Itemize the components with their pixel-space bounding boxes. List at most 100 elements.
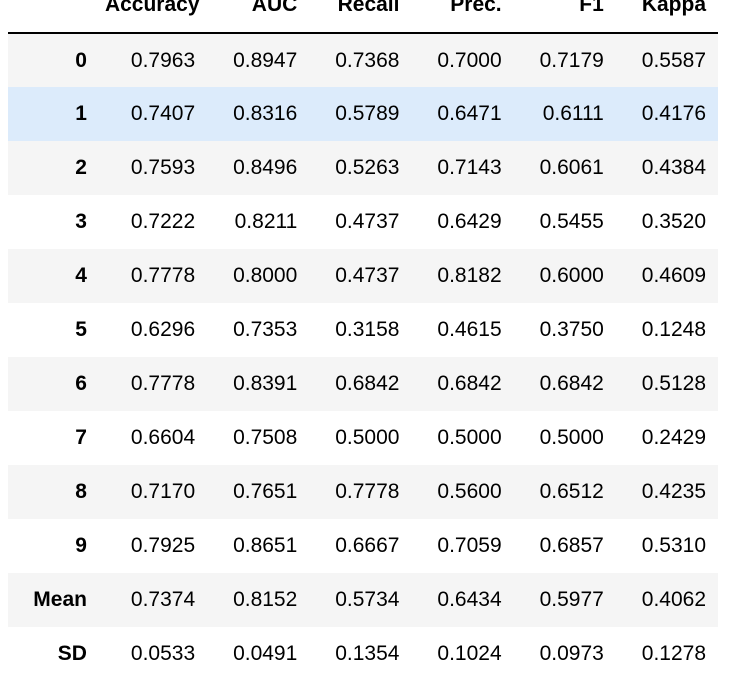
table-row: 6 0.7778 0.8391 0.6842 0.6842 0.6842 0.5128 bbox=[8, 357, 718, 411]
row-index: 7 bbox=[75, 426, 87, 449]
cell: 0.5263 bbox=[335, 156, 400, 179]
table-row: 2 0.7593 0.8496 0.5263 0.7143 0.6061 0.4384 bbox=[8, 141, 718, 195]
cell: 0.8000 bbox=[233, 264, 298, 287]
row-index: 2 bbox=[75, 156, 87, 179]
table-header: Accuracy AUC Recall Prec. F1 Kappa bbox=[8, 0, 718, 34]
cell: 0.4737 bbox=[335, 264, 400, 287]
column-header[interactable]: Prec. bbox=[411, 0, 514, 34]
table-row: 9 0.7925 0.8651 0.6667 0.7059 0.6857 0.5310 bbox=[8, 519, 718, 573]
cell: 0.0973 bbox=[539, 642, 604, 665]
cell: 0.4176 bbox=[641, 102, 706, 125]
table-container: Accuracy AUC Recall Prec. F1 Kappa 0 0.7963 0.8… bbox=[8, 0, 718, 681]
cell: 0.7778 bbox=[335, 480, 400, 503]
cell: 0.4384 bbox=[641, 156, 706, 179]
table-row: 1 0.7407 0.8316 0.5789 0.6471 0.6111 0.4176 bbox=[8, 87, 718, 141]
cell: 0.3750 bbox=[539, 318, 604, 341]
cell: 0.5455 bbox=[539, 210, 604, 233]
cell: 0.3520 bbox=[641, 210, 706, 233]
column-header[interactable]: F1 bbox=[513, 0, 616, 34]
cell: 0.5000 bbox=[437, 426, 502, 449]
cell: 0.7651 bbox=[233, 480, 298, 503]
table-row: Mean 0.7374 0.8152 0.5734 0.6434 0.5977 0.4062 bbox=[8, 573, 718, 627]
table-body: 0 0.7963 0.8947 0.7368 0.7000 0.7179 0.5587 1 0.… bbox=[8, 33, 718, 681]
row-index: 6 bbox=[75, 372, 87, 395]
column-header[interactable]: AUC bbox=[207, 0, 310, 34]
cell: 0.5734 bbox=[335, 588, 400, 611]
table-row: SD 0.0533 0.0491 0.1354 0.1024 0.0973 0.1278 bbox=[8, 627, 718, 681]
cell: 0.4737 bbox=[335, 210, 400, 233]
cell: 0.8947 bbox=[233, 48, 298, 72]
cell: 0.7059 bbox=[437, 534, 502, 557]
cell: 0.4615 bbox=[437, 318, 502, 341]
cell: 0.6857 bbox=[539, 534, 604, 557]
cell: 0.6604 bbox=[130, 426, 196, 449]
row-index: 4 bbox=[75, 264, 87, 287]
cell: 0.6842 bbox=[437, 372, 502, 395]
row-index: 5 bbox=[75, 318, 87, 341]
index-header bbox=[8, 0, 105, 34]
cell: 0.4235 bbox=[641, 480, 706, 503]
cell: 0.4609 bbox=[641, 264, 706, 287]
row-index: 3 bbox=[75, 210, 87, 233]
cell: 0.7222 bbox=[130, 210, 196, 233]
cell: 0.7353 bbox=[233, 318, 298, 341]
cell: 0.7778 bbox=[130, 264, 196, 287]
row-index: 8 bbox=[75, 480, 87, 503]
cell: 0.5600 bbox=[437, 480, 502, 503]
cell: 0.5128 bbox=[641, 372, 706, 395]
cell: 0.8211 bbox=[234, 210, 298, 233]
cell: 0.8496 bbox=[233, 156, 298, 179]
column-header[interactable]: Kappa bbox=[615, 0, 718, 34]
cell: 0.8316 bbox=[233, 102, 298, 125]
cell: 0.7000 bbox=[437, 48, 502, 72]
cell: 0.8152 bbox=[233, 588, 298, 611]
cell: 0.6296 bbox=[130, 318, 196, 341]
row-index: SD bbox=[57, 642, 87, 665]
cell: 0.7368 bbox=[335, 48, 400, 72]
column-header[interactable]: Recall bbox=[309, 0, 412, 34]
cell: 0.7179 bbox=[539, 48, 604, 72]
cell: 0.5789 bbox=[335, 102, 400, 125]
cell: 0.2429 bbox=[641, 426, 706, 449]
cell: 0.1354 bbox=[335, 642, 400, 665]
header-row: Accuracy AUC Recall Prec. F1 Kappa bbox=[8, 0, 718, 34]
cell: 0.1248 bbox=[641, 318, 706, 341]
cell: 0.8182 bbox=[437, 264, 502, 287]
cell: 0.7374 bbox=[130, 588, 196, 611]
cell: 0.5000 bbox=[335, 426, 400, 449]
cell: 0.7778 bbox=[130, 372, 196, 395]
cell: 0.6471 bbox=[437, 102, 502, 125]
cell: 0.7963 bbox=[130, 48, 196, 72]
cell: 0.7593 bbox=[130, 156, 196, 179]
row-index: 1 bbox=[75, 102, 87, 125]
cell: 0.6111 bbox=[542, 102, 604, 125]
cell: 0.7925 bbox=[130, 534, 196, 557]
row-index: 9 bbox=[75, 534, 87, 557]
cell: 0.4062 bbox=[641, 588, 706, 611]
cell: 0.5977 bbox=[539, 588, 604, 611]
table-row: 8 0.7170 0.7651 0.7778 0.5600 0.6512 0.4235 bbox=[8, 465, 718, 519]
table-row: 3 0.7222 0.8211 0.4737 0.6429 0.5455 0.3520 bbox=[8, 195, 718, 249]
cell: 0.7143 bbox=[437, 156, 502, 179]
table-row: 5 0.6296 0.7353 0.3158 0.4615 0.3750 0.1248 bbox=[8, 303, 718, 357]
cell: 0.6429 bbox=[437, 210, 502, 233]
cell: 0.6842 bbox=[539, 372, 604, 395]
table-row: 0 0.7963 0.8947 0.7368 0.7000 0.7179 0.5587 bbox=[8, 33, 718, 87]
cell: 0.7170 bbox=[130, 480, 196, 503]
cell: 0.7407 bbox=[130, 102, 196, 125]
cell: 0.6434 bbox=[437, 588, 502, 611]
cell: 0.5587 bbox=[641, 48, 706, 72]
row-index: 0 bbox=[75, 48, 87, 72]
column-header[interactable]: Accuracy bbox=[104, 0, 208, 34]
cell: 0.5310 bbox=[641, 534, 706, 557]
cell: 0.6512 bbox=[539, 480, 604, 503]
cell: 0.1278 bbox=[641, 642, 706, 665]
cell: 0.0491 bbox=[233, 642, 298, 665]
cell: 0.1024 bbox=[437, 642, 502, 665]
cell: 0.6667 bbox=[335, 534, 400, 557]
cell: 0.0533 bbox=[130, 642, 196, 665]
cell: 0.6842 bbox=[335, 372, 400, 395]
cell: 0.3158 bbox=[335, 318, 400, 341]
row-index: Mean bbox=[33, 588, 87, 611]
